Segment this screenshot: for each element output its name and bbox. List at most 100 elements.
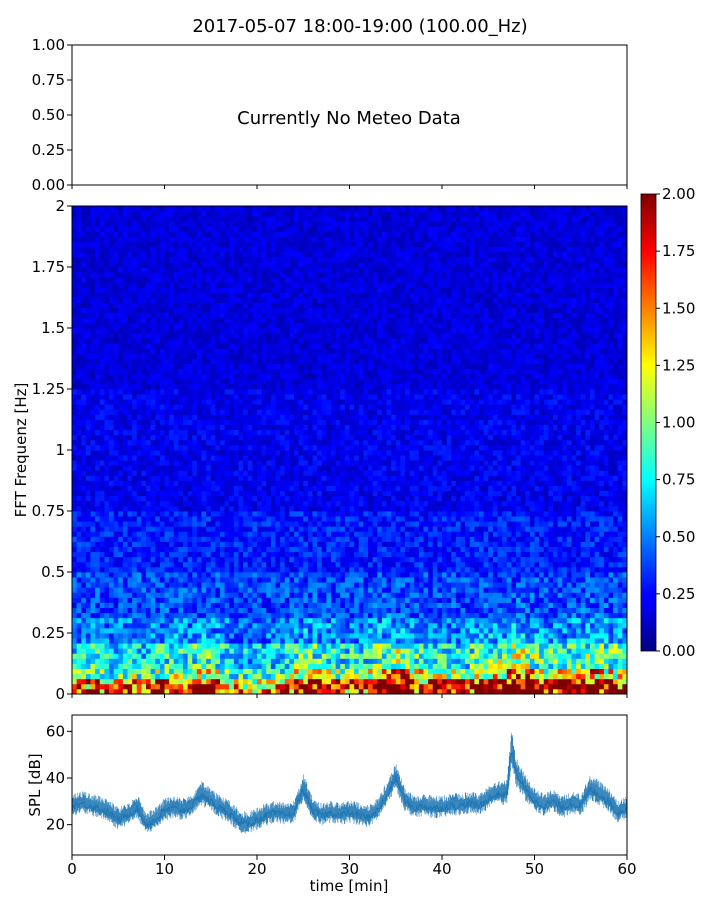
heatmap-cell xyxy=(529,566,535,573)
heatmap-cell xyxy=(363,561,369,568)
heatmap-cell xyxy=(187,582,193,588)
heatmap-cell xyxy=(85,627,91,634)
heatmap-cell xyxy=(312,678,318,685)
heatmap-cell xyxy=(136,572,142,578)
heatmap-cell xyxy=(229,495,235,502)
heatmap-cell xyxy=(76,587,82,593)
heatmap-cell xyxy=(553,577,559,583)
heatmap-cell xyxy=(372,597,378,603)
heatmap-cell xyxy=(201,638,207,644)
heatmap-cell xyxy=(289,582,295,588)
heatmap-cell xyxy=(520,597,526,603)
heatmap-cell xyxy=(391,546,397,553)
heatmap-cell xyxy=(585,551,591,558)
heatmap-cell xyxy=(479,668,485,675)
heatmap-cell xyxy=(113,622,119,629)
heatmap-cell xyxy=(432,617,438,624)
heatmap-cell xyxy=(492,551,498,558)
heatmap-cell xyxy=(136,643,142,649)
heatmap-cell xyxy=(585,485,591,492)
heatmap-cell xyxy=(608,673,614,680)
heatmap-cell xyxy=(215,688,221,695)
heatmap-cell xyxy=(127,521,133,527)
heatmap-cell xyxy=(576,597,582,603)
heatmap-cell xyxy=(414,490,420,497)
heatmap-cell xyxy=(233,668,239,675)
heatmap-cell xyxy=(460,688,466,695)
heatmap-cell xyxy=(358,485,364,492)
heatmap-cell xyxy=(492,592,498,598)
heatmap-cell xyxy=(613,688,619,695)
heatmap-cell xyxy=(261,551,267,558)
heatmap-cell xyxy=(566,495,572,502)
heatmap-cell xyxy=(141,516,147,522)
heatmap-cell xyxy=(169,546,175,553)
heatmap-cell xyxy=(95,597,101,603)
heatmap-cell xyxy=(395,577,401,583)
heatmap-cell xyxy=(275,551,281,558)
heatmap-cell xyxy=(460,668,466,675)
heatmap-cell xyxy=(576,607,582,614)
heatmap-cell xyxy=(104,577,110,583)
heatmap-cell xyxy=(511,668,517,675)
heatmap-cell xyxy=(206,627,212,634)
heatmap-cell xyxy=(613,622,619,629)
heatmap-cell xyxy=(492,612,498,619)
heatmap-cell xyxy=(354,572,360,578)
heatmap-cell xyxy=(113,597,119,603)
heatmap-cell xyxy=(155,561,161,568)
heatmap-cell xyxy=(377,511,383,517)
heatmap-cell xyxy=(321,597,327,603)
heatmap-cell xyxy=(543,638,549,644)
heatmap-cell xyxy=(229,536,235,542)
heatmap-cell xyxy=(331,653,337,659)
heatmap-cell xyxy=(155,627,161,634)
heatmap-cell xyxy=(331,531,337,537)
heatmap-cell xyxy=(566,668,572,675)
heatmap-cell xyxy=(372,561,378,568)
heatmap-cell xyxy=(608,505,614,512)
heatmap-cell xyxy=(76,678,82,685)
heatmap-cell xyxy=(335,643,341,649)
heatmap-cell xyxy=(201,673,207,680)
heatmap-cell xyxy=(122,627,128,634)
heatmap-cell xyxy=(326,587,332,593)
heatmap-cell xyxy=(446,536,452,542)
heatmap-cell xyxy=(442,536,448,542)
heatmap-cell xyxy=(571,516,577,522)
heatmap-cell xyxy=(210,561,216,568)
heatmap-cell xyxy=(391,658,397,664)
heatmap-cell xyxy=(104,678,110,685)
heatmap-cell xyxy=(270,678,276,685)
heatmap-cell xyxy=(312,587,318,593)
heatmap-cell xyxy=(613,490,619,497)
heatmap-cell xyxy=(349,541,355,547)
heatmap-cell xyxy=(539,683,545,690)
heatmap-cell xyxy=(229,516,235,522)
heatmap-cell xyxy=(423,516,429,522)
heatmap-cell xyxy=(238,531,244,537)
heatmap-cell xyxy=(141,663,147,669)
heatmap-cell xyxy=(289,546,295,553)
heatmap-cell xyxy=(585,622,591,629)
heatmap-cell xyxy=(428,546,434,553)
heatmap-cell xyxy=(127,592,133,598)
heatmap-cell xyxy=(104,633,110,639)
heatmap-cell xyxy=(233,627,239,634)
heatmap-cell xyxy=(317,577,323,583)
heatmap-cell xyxy=(608,561,614,568)
heatmap-cell xyxy=(247,541,253,547)
heatmap-cell xyxy=(557,668,563,675)
heatmap-cell xyxy=(381,521,387,527)
heatmap-cell xyxy=(229,531,235,537)
heatmap-cell xyxy=(442,602,448,608)
heatmap-cell xyxy=(280,526,286,532)
heatmap-cell xyxy=(534,597,540,603)
heatmap-cell xyxy=(451,643,457,649)
heatmap-cell xyxy=(298,577,304,583)
heatmap-cell xyxy=(409,648,415,654)
heatmap-cell xyxy=(164,587,170,593)
heatmap-cell xyxy=(423,607,429,614)
heatmap-cell xyxy=(76,495,82,502)
heatmap-cell xyxy=(465,678,471,685)
